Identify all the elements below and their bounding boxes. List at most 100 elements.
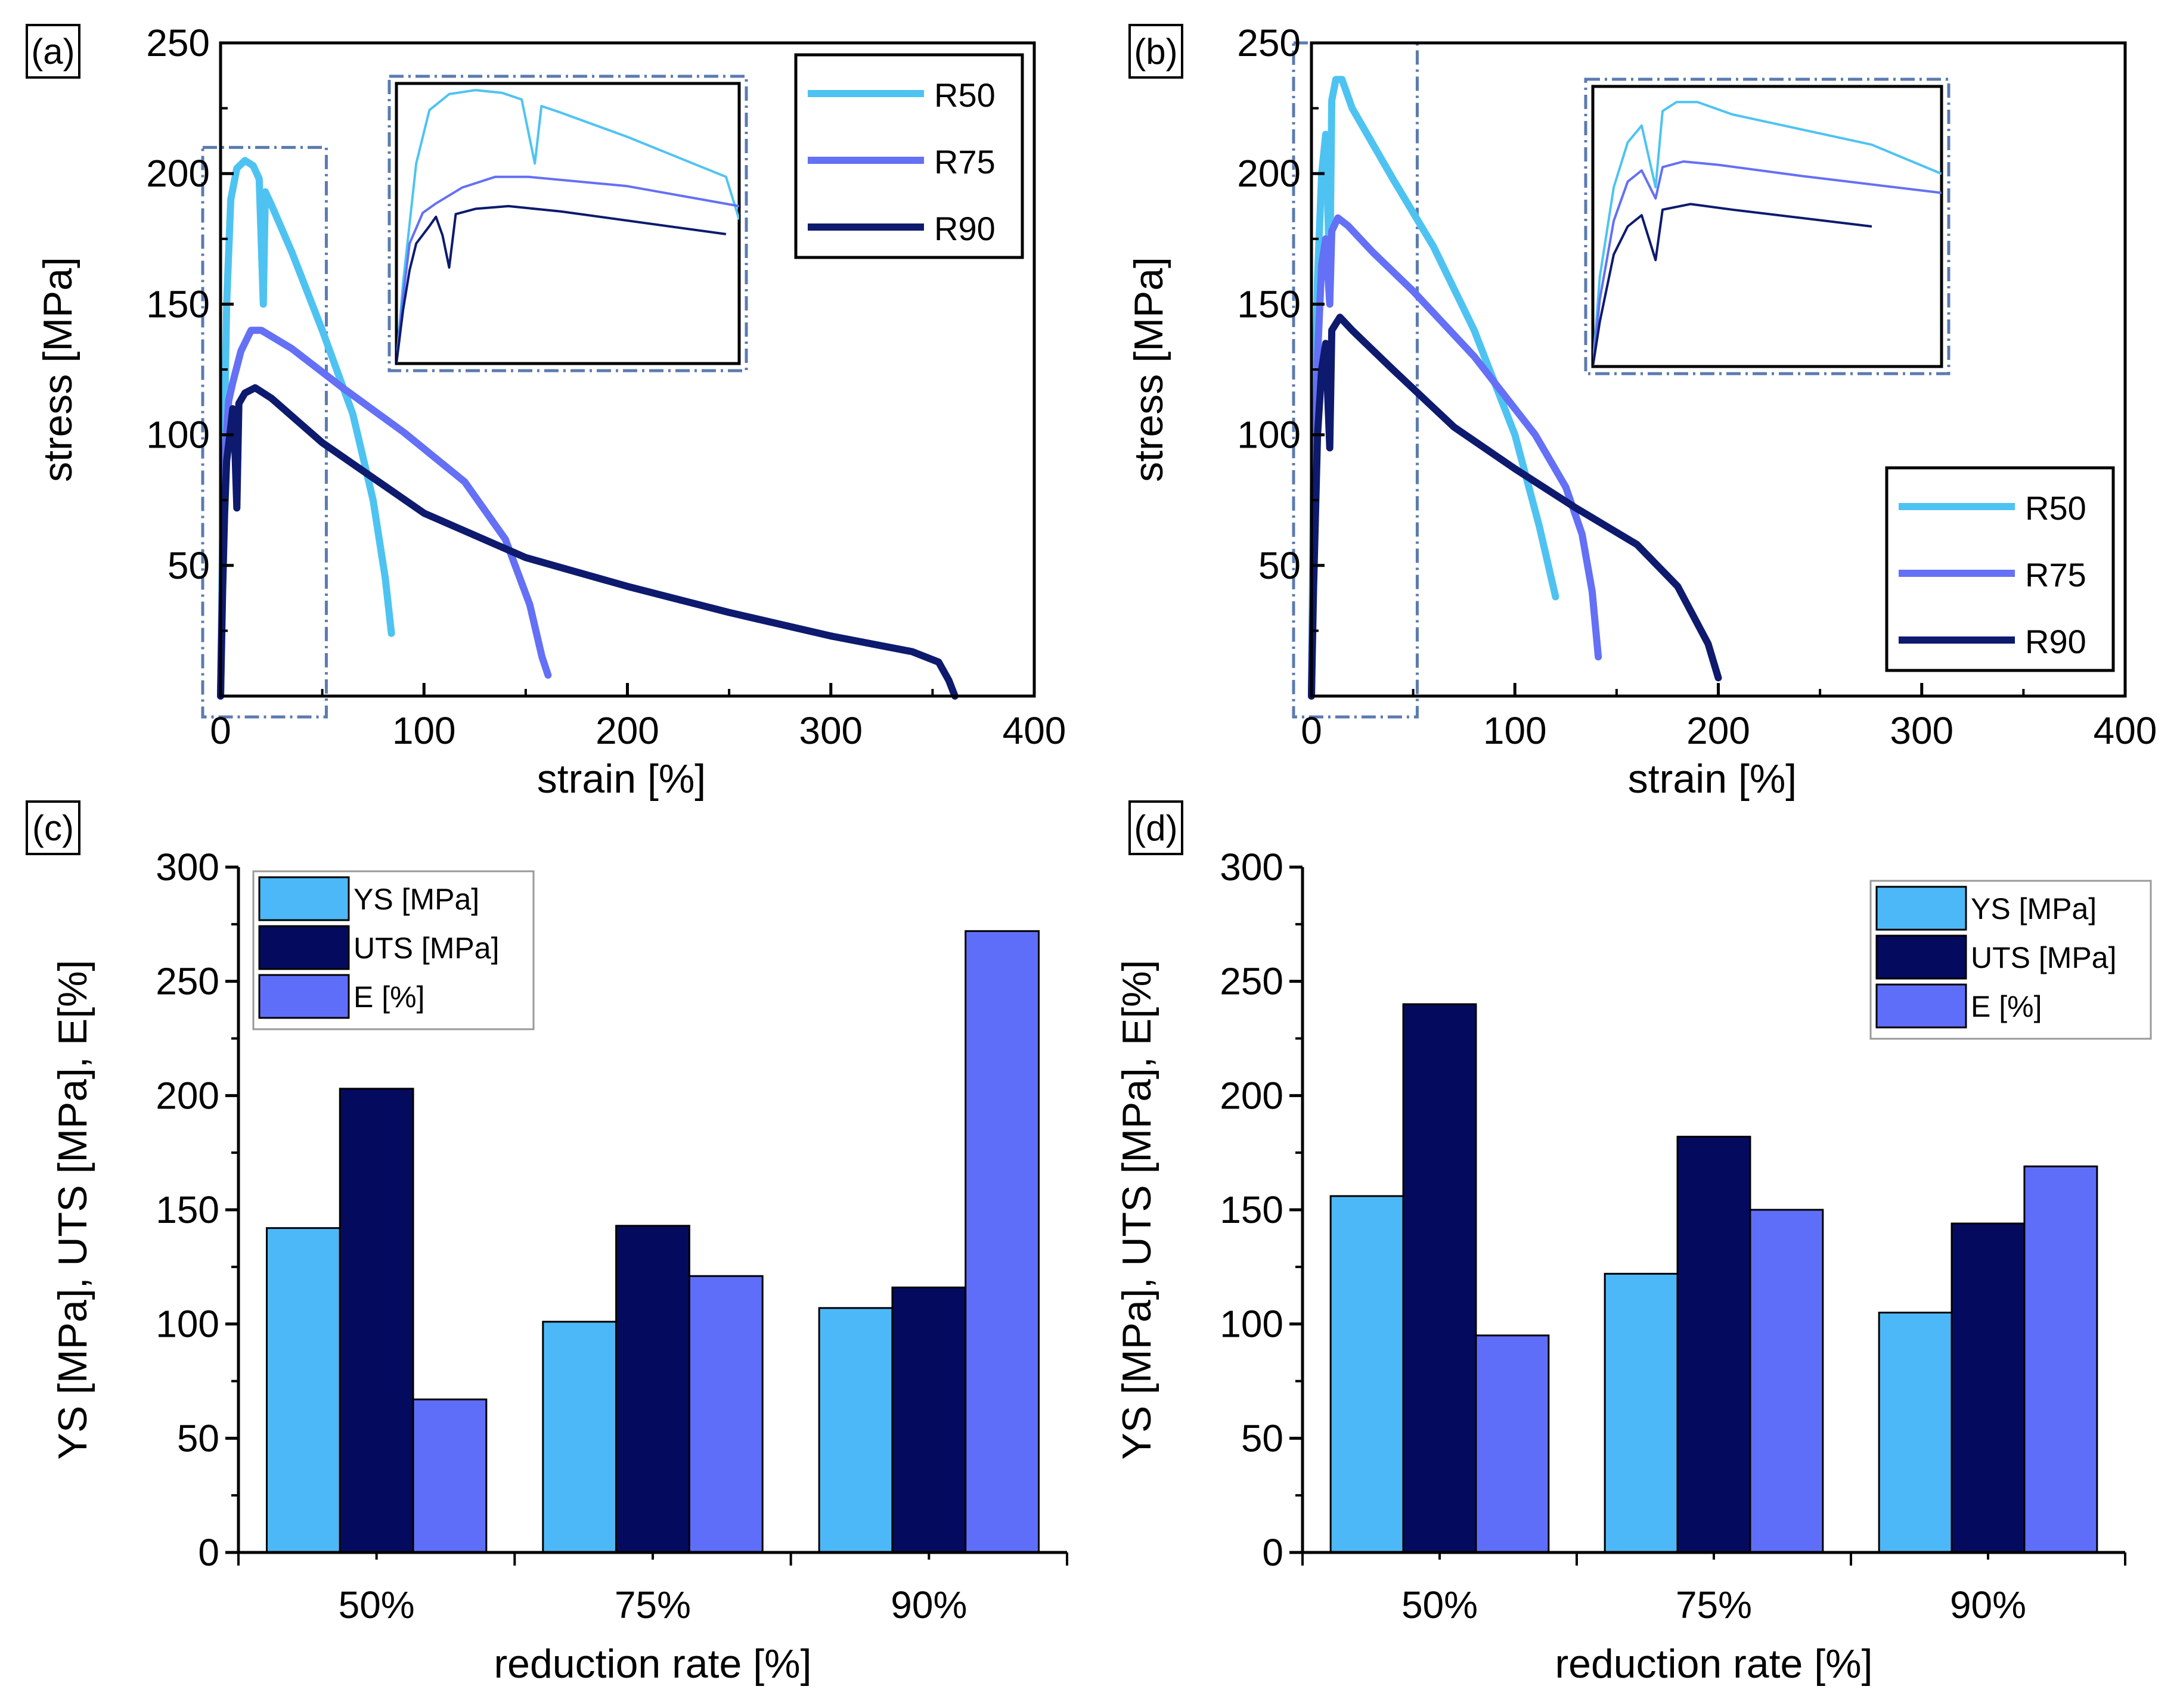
legend-label-uts: UTS [MPa] <box>1971 941 2116 974</box>
x-axis-label: reduction rate [%] <box>494 1641 812 1687</box>
y-tick-label: 100 <box>146 414 210 456</box>
category-label: 75% <box>1676 1583 1752 1626</box>
legend-swatch-uts <box>258 925 350 970</box>
x-tick-label: 400 <box>2094 709 2157 752</box>
legend-label-r50: R50 <box>934 76 996 114</box>
y-tick-label: 250 <box>156 960 219 1003</box>
x-tick-label: 400 <box>1003 709 1066 752</box>
category-label: 90% <box>891 1583 967 1626</box>
zoom-region-box <box>201 145 328 719</box>
panel-label: (c) <box>32 808 74 848</box>
category-label: 50% <box>1401 1583 1478 1626</box>
x-tick-label: 0 <box>1301 709 1322 752</box>
bar-ys-50 <box>1329 1195 1404 1554</box>
y-tick-label: 100 <box>1237 414 1301 456</box>
y-tick-label: 150 <box>1237 282 1301 325</box>
y-tick-label: 50 <box>168 544 210 587</box>
panel-label-box <box>26 24 80 79</box>
bar-ys-75 <box>1604 1272 1679 1554</box>
legend-swatch-e <box>1875 983 1967 1029</box>
y-tick-label: 150 <box>146 282 210 325</box>
x-tick-label: 300 <box>1890 709 1953 752</box>
series-line-r50 <box>217 157 395 700</box>
y-tick-label: 200 <box>1237 152 1301 195</box>
bar-uts-50 <box>339 1088 414 1554</box>
x-tick-label: 300 <box>799 709 863 752</box>
x-tick-label: 0 <box>210 709 231 752</box>
panel-2: 50% 75% 90% 0 50 100 150 200 250 300 reduction rat… <box>26 800 1068 1687</box>
bar-uts-90 <box>1950 1222 2026 1554</box>
inset-box <box>395 82 741 365</box>
legend-label-e: E [%] <box>1971 990 2042 1023</box>
inset-line-r90 <box>396 204 727 364</box>
legend-swatch-uts <box>1875 934 1967 980</box>
legend-swatch-ys <box>258 876 350 921</box>
legend-label-r75: R75 <box>934 143 996 181</box>
panel-1: 50 100 150 200 250 0 100 200 300 400 strain [%] str… <box>1126 21 2157 802</box>
y-axis-label: YS [MPa], UTS [MPa], E[%] <box>1114 960 1159 1460</box>
bar-ys-90 <box>1878 1312 1953 1554</box>
panel-label: (b) <box>1134 32 1177 72</box>
panel-label: (a) <box>31 32 75 72</box>
panel-3: 50% 75% 90% 0 50 100 150 200 250 300 reduction rat… <box>1114 800 2152 1687</box>
panel-label-box <box>26 800 80 855</box>
legend-label-r75: R75 <box>2025 556 2086 594</box>
bar-e-50 <box>1475 1334 1550 1554</box>
inset-frame <box>387 74 748 372</box>
bar-e-90 <box>965 930 1040 1554</box>
bar-uts-75 <box>1676 1135 1751 1554</box>
inset-line-r90 <box>1593 203 1872 367</box>
y-tick-label: 250 <box>1237 21 1301 64</box>
bar-ys-90 <box>818 1307 894 1554</box>
y-tick-label: 250 <box>1220 960 1283 1003</box>
x-tick-label: 200 <box>1686 709 1750 752</box>
x-axis-label: strain [%] <box>537 756 706 802</box>
panel-label-box <box>1128 800 1183 855</box>
y-tick-label: 300 <box>156 846 219 889</box>
y-tick-label: 250 <box>146 21 210 64</box>
series-line-r75 <box>217 327 552 700</box>
bar-e-50 <box>412 1398 488 1554</box>
y-axis-label: stress [MPa] <box>1126 257 1171 482</box>
inset-line-r75 <box>396 175 739 364</box>
series-line-r90 <box>1308 313 1722 700</box>
panel-label: (d) <box>1134 808 1177 848</box>
bar-ys-75 <box>542 1321 618 1554</box>
panel-label-box <box>1128 24 1183 79</box>
inset-box <box>1591 85 1943 368</box>
y-tick-label: 150 <box>1220 1188 1283 1231</box>
y-tick-label: 200 <box>156 1074 219 1117</box>
x-axis-label: strain [%] <box>1628 756 1797 802</box>
y-tick-label: 300 <box>1220 846 1283 889</box>
x-tick-label: 100 <box>392 709 456 752</box>
legend-swatch-e <box>258 974 350 1019</box>
y-tick-label: 0 <box>198 1531 219 1574</box>
x-tick-label: 200 <box>596 709 659 752</box>
y-tick-label: 150 <box>156 1188 219 1231</box>
inset-line-r75 <box>1593 160 1942 367</box>
y-tick-label: 100 <box>1220 1303 1283 1346</box>
category-label: 75% <box>615 1583 691 1626</box>
x-axis-label: reduction rate [%] <box>1555 1641 1873 1687</box>
y-tick-label: 200 <box>1220 1074 1283 1117</box>
bar-e-75 <box>688 1275 764 1554</box>
panel-0: 50 100 150 200 250 0 100 200 300 400 strain [%] str… <box>26 21 1066 802</box>
inset-line-r50 <box>1593 101 1942 367</box>
legend-swatch-ys <box>1875 886 1967 931</box>
legend-label-r90: R90 <box>2025 623 2086 660</box>
category-label: 90% <box>1950 1583 2026 1626</box>
legend-label-ys: YS [MPa] <box>1971 892 2097 926</box>
y-axis-label: stress [MPa] <box>35 257 80 482</box>
inset-line-r50 <box>396 89 739 364</box>
y-tick-label: 50 <box>1258 544 1301 587</box>
legend-label-e: E [%] <box>353 980 424 1014</box>
legend-label-r90: R90 <box>934 210 996 247</box>
y-tick-label: 0 <box>1262 1531 1283 1574</box>
inset-frame <box>1584 77 1950 375</box>
bar-uts-90 <box>891 1286 967 1554</box>
bar-e-75 <box>1749 1209 1824 1554</box>
legend-label-r50: R50 <box>2025 489 2086 527</box>
bar-uts-75 <box>615 1225 690 1554</box>
y-tick-label: 200 <box>146 152 210 195</box>
